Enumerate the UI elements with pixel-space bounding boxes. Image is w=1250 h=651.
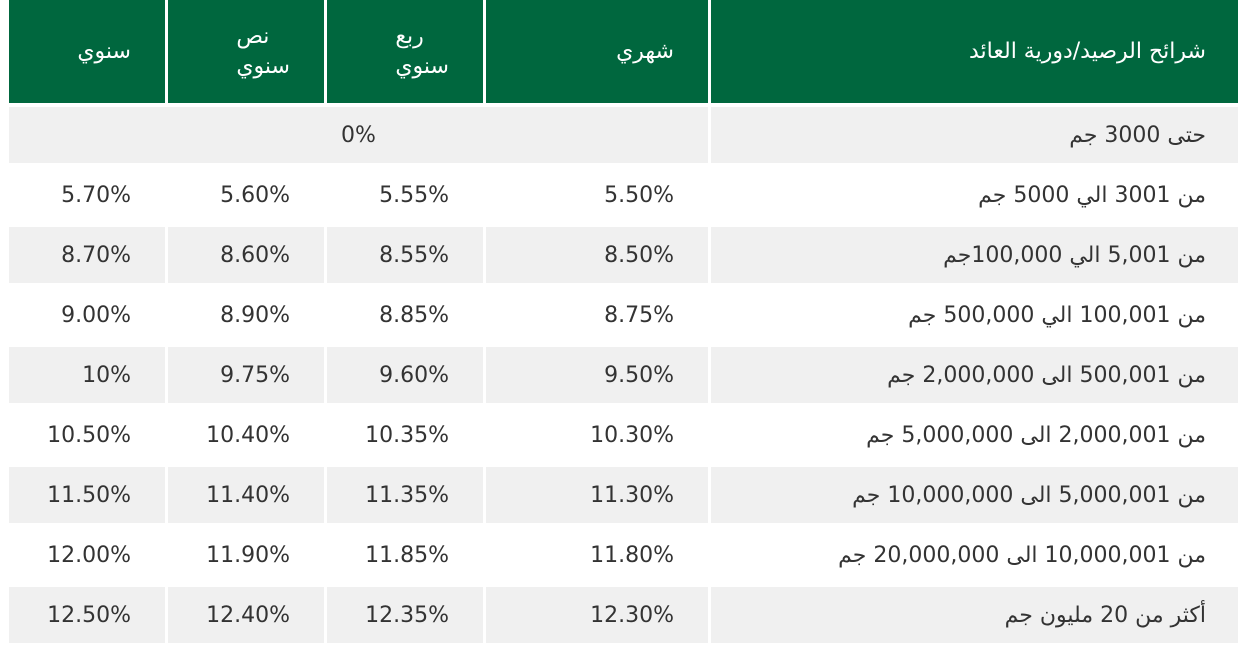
row-label: من 3001 الي 5000 جم (978, 182, 1206, 208)
monthly-rate-cell: 5.50% (486, 167, 708, 223)
monthly-rate-cell: 12.30% (486, 587, 708, 643)
semiannual-rate-cell: 8.90% (168, 287, 324, 343)
header-quarterly-line1: ربع (395, 23, 424, 49)
quarterly-rate-cell: 11.85% (327, 527, 483, 583)
row-label: من 5,001 الي 100,000جم (943, 242, 1206, 268)
row-label-cell: من 500,001 الى 2,000,000 جم (711, 347, 1238, 403)
annual-rate-cell: 10% (9, 347, 165, 403)
quarterly-rate-cell: 5.55% (327, 167, 483, 223)
monthly-rate-cell: 11.80% (486, 527, 708, 583)
row-label-cell: من 100,001 الي 500,000 جم (711, 287, 1238, 343)
header-annual: سنوي (9, 0, 165, 103)
monthly-rate: 10.30% (590, 422, 674, 448)
header-quarterly-line2: سنوي (395, 53, 449, 79)
row-label-cell: من 5,000,001 الى 10,000,000 جم (711, 467, 1238, 523)
annual-rate: 5.70% (61, 182, 131, 208)
merged-rate-value: 0% (341, 122, 376, 148)
semiannual-rate: 5.60% (220, 182, 290, 208)
quarterly-rate-cell: 12.35% (327, 587, 483, 643)
annual-rate: 10% (82, 362, 131, 388)
header-annual-label: سنوي (77, 38, 131, 64)
row-label: أكثر من 20 مليون جم (1004, 602, 1206, 628)
row-label: من 100,001 الي 500,000 جم (908, 302, 1206, 328)
monthly-rate: 9.50% (604, 362, 674, 388)
header-tier-label: شرائح الرصيد/دورية العائد (969, 38, 1206, 64)
annual-rate-cell: 12.50% (9, 587, 165, 643)
row-label-text: حتى 3000 جم (1069, 122, 1206, 148)
semiannual-rate-cell: 5.60% (168, 167, 324, 223)
quarterly-rate-cell: 9.60% (327, 347, 483, 403)
quarterly-rate: 5.55% (379, 182, 449, 208)
semiannual-rate: 11.40% (206, 482, 290, 508)
quarterly-rate-cell: 10.35% (327, 407, 483, 463)
annual-rate: 12.00% (47, 542, 131, 568)
monthly-rate: 8.75% (604, 302, 674, 328)
row-label-cell: من 3001 الي 5000 جم (711, 167, 1238, 223)
monthly-rate: 8.50% (604, 242, 674, 268)
annual-rate-cell: 12.00% (9, 527, 165, 583)
annual-rate-cell: 11.50% (9, 467, 165, 523)
semiannual-rate: 9.75% (220, 362, 290, 388)
quarterly-rate-cell: 8.55% (327, 227, 483, 283)
annual-rate: 10.50% (47, 422, 131, 448)
row-label-cell: من 2,000,001 الى 5,000,000 جم (711, 407, 1238, 463)
semiannual-rate-cell: 12.40% (168, 587, 324, 643)
annual-rate: 8.70% (61, 242, 131, 268)
annual-rate-cell: 9.00% (9, 287, 165, 343)
quarterly-rate-cell: 11.35% (327, 467, 483, 523)
header-semiannual-line2: سنوي (236, 53, 290, 79)
annual-rate-cell: 8.70% (9, 227, 165, 283)
row-label: من 2,000,001 الى 5,000,000 جم (866, 422, 1206, 448)
semiannual-rate: 8.60% (220, 242, 290, 268)
header-semiannual-line1: نص (236, 23, 270, 49)
header-semiannual-label: نص سنوي (236, 22, 290, 82)
row-label: من 10,000,001 الى 20,000,000 جم (838, 542, 1206, 568)
quarterly-rate: 8.55% (379, 242, 449, 268)
quarterly-rate: 8.85% (379, 302, 449, 328)
quarterly-rate: 9.60% (379, 362, 449, 388)
semiannual-rate-cell: 8.60% (168, 227, 324, 283)
monthly-rate: 12.30% (590, 602, 674, 628)
monthly-rate-cell: 10.30% (486, 407, 708, 463)
monthly-rate-cell: 8.75% (486, 287, 708, 343)
monthly-rate-cell: 9.50% (486, 347, 708, 403)
row-label-cell: أكثر من 20 مليون جم (711, 587, 1238, 643)
semiannual-rate: 12.40% (206, 602, 290, 628)
quarterly-rate-cell: 8.85% (327, 287, 483, 343)
semiannual-rate-cell: 11.40% (168, 467, 324, 523)
quarterly-rate: 12.35% (365, 602, 449, 628)
header-monthly-label: شهري (616, 38, 674, 64)
semiannual-rate: 11.90% (206, 542, 290, 568)
header-quarterly: ربع سنوي (327, 0, 483, 103)
row-label-cell: من 10,000,001 الى 20,000,000 جم (711, 527, 1238, 583)
semiannual-rate-cell: 10.40% (168, 407, 324, 463)
header-quarterly-label: ربع سنوي (395, 22, 449, 82)
semiannual-rate: 8.90% (220, 302, 290, 328)
semiannual-rate-cell: 11.90% (168, 527, 324, 583)
row-label: من 500,001 الى 2,000,000 جم (887, 362, 1206, 388)
row-label: حتى 3000 جم (711, 107, 1238, 163)
quarterly-rate: 11.85% (365, 542, 449, 568)
monthly-rate: 5.50% (604, 182, 674, 208)
row-label: من 5,000,001 الى 10,000,000 جم (852, 482, 1206, 508)
monthly-rate-cell: 11.30% (486, 467, 708, 523)
header-semiannual: نص سنوي (168, 0, 324, 103)
annual-rate: 11.50% (47, 482, 131, 508)
semiannual-rate-cell: 9.75% (168, 347, 324, 403)
header-monthly: شهري (486, 0, 708, 103)
quarterly-rate: 11.35% (365, 482, 449, 508)
quarterly-rate: 10.35% (365, 422, 449, 448)
annual-rate-cell: 10.50% (9, 407, 165, 463)
monthly-rate-cell: 8.50% (486, 227, 708, 283)
header-tier: شرائح الرصيد/دورية العائد (711, 0, 1238, 103)
annual-rate: 12.50% (47, 602, 131, 628)
merged-rate-cell: 0% (9, 107, 708, 163)
row-label-cell: من 5,001 الي 100,000جم (711, 227, 1238, 283)
annual-rate: 9.00% (61, 302, 131, 328)
semiannual-rate: 10.40% (206, 422, 290, 448)
annual-rate-cell: 5.70% (9, 167, 165, 223)
monthly-rate: 11.30% (590, 482, 674, 508)
monthly-rate: 11.80% (590, 542, 674, 568)
